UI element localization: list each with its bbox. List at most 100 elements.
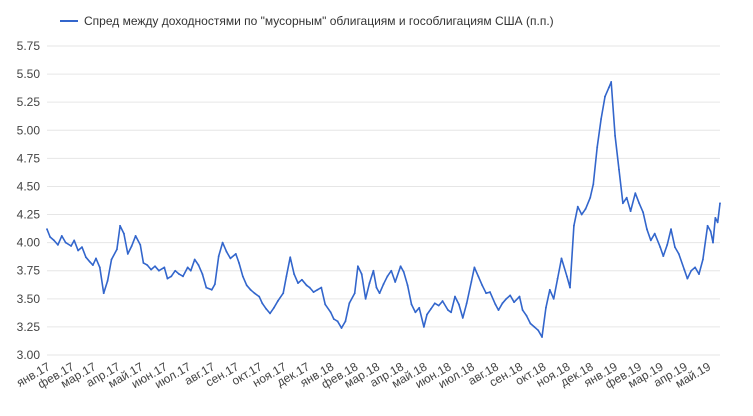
data-point [646,228,648,231]
data-point [390,269,393,272]
data-point [677,252,680,255]
data-point [46,228,48,231]
data-point [629,210,632,213]
data-point [461,317,464,319]
data-point [698,273,700,275]
data-point [130,245,133,247]
data-point [186,266,189,269]
data-point [84,256,87,259]
data-point [683,268,686,271]
y-tick-label: 5.50 [17,67,41,81]
grid-lines [47,45,720,356]
data-point [178,273,181,275]
data-point [305,284,308,287]
data-point [174,269,177,272]
data-point [529,322,532,325]
data-point [234,252,237,255]
data-point [221,241,224,244]
y-tick-label: 5.00 [17,123,41,137]
data-point [406,284,409,287]
data-point [210,288,213,291]
data-point [126,252,129,255]
data-point [465,302,468,305]
data-point [662,255,665,258]
data-point [714,217,717,219]
data-point [399,265,402,268]
data-point [545,306,547,309]
data-point [372,269,375,272]
data-point [653,232,656,235]
data-point [450,311,453,314]
data-point [592,183,595,186]
data-point [610,81,613,83]
data-point [572,224,575,227]
data-point [454,295,456,298]
y-tick-label: 4.50 [17,179,41,193]
data-point [441,300,444,302]
y-tick-label: 4.00 [17,236,41,250]
data-point [386,275,389,278]
data-point [489,291,491,293]
data-point [430,308,432,310]
data-point [533,326,536,328]
y-tick-label: 3.50 [17,292,41,306]
data-point [134,234,137,237]
data-point [276,300,279,302]
data-point [621,202,624,205]
data-point [70,245,72,247]
data-point [426,313,428,316]
data-point [88,260,91,263]
data-point [332,318,335,320]
data-point [674,246,676,249]
data-point [60,234,63,237]
data-point [170,275,173,278]
data-point [289,256,292,259]
y-tick-label: 3.25 [17,320,41,334]
data-point [229,257,232,260]
data-point [102,292,105,295]
legend-label: Спред между доходностями по "мусорным" о… [84,14,554,28]
data-point [501,302,504,305]
data-point [712,241,714,244]
data-point [560,257,563,260]
data-point [457,303,460,306]
data-point [634,192,637,195]
data-point [253,292,256,295]
data-point [320,286,323,289]
data-point [518,295,521,298]
data-point [116,248,118,251]
data-point [261,302,264,305]
data-point [600,118,602,120]
data-point [433,302,436,305]
data-point [353,292,356,295]
data-point [123,232,125,235]
data-point [316,288,319,291]
data-point [702,258,704,261]
data-point [217,255,220,258]
data-point [494,303,497,306]
data-point [607,86,610,89]
data-point [282,292,285,295]
data-point [106,279,109,282]
data-point [418,306,421,309]
data-point [618,168,620,171]
data-point [375,286,378,289]
data-point [556,277,559,280]
data-point [716,221,719,224]
data-point [241,275,244,278]
data-point [301,278,303,281]
data-point [525,314,528,317]
y-tick-label: 4.75 [17,151,41,165]
y-tick-label: 3.00 [17,348,41,362]
data-point [285,275,288,278]
data-point [139,243,142,246]
data-point [273,306,275,309]
data-point [477,275,480,278]
data-point [158,269,160,272]
data-point [163,266,166,269]
data-point [329,311,332,314]
data-point [686,277,689,280]
y-axis-ticks: 3.00 3.25 3.50 3.75 4.00 4.25 4.50 4.75 5.00 5.25… [17,39,41,362]
data-point [649,239,652,242]
data-point [340,327,343,329]
